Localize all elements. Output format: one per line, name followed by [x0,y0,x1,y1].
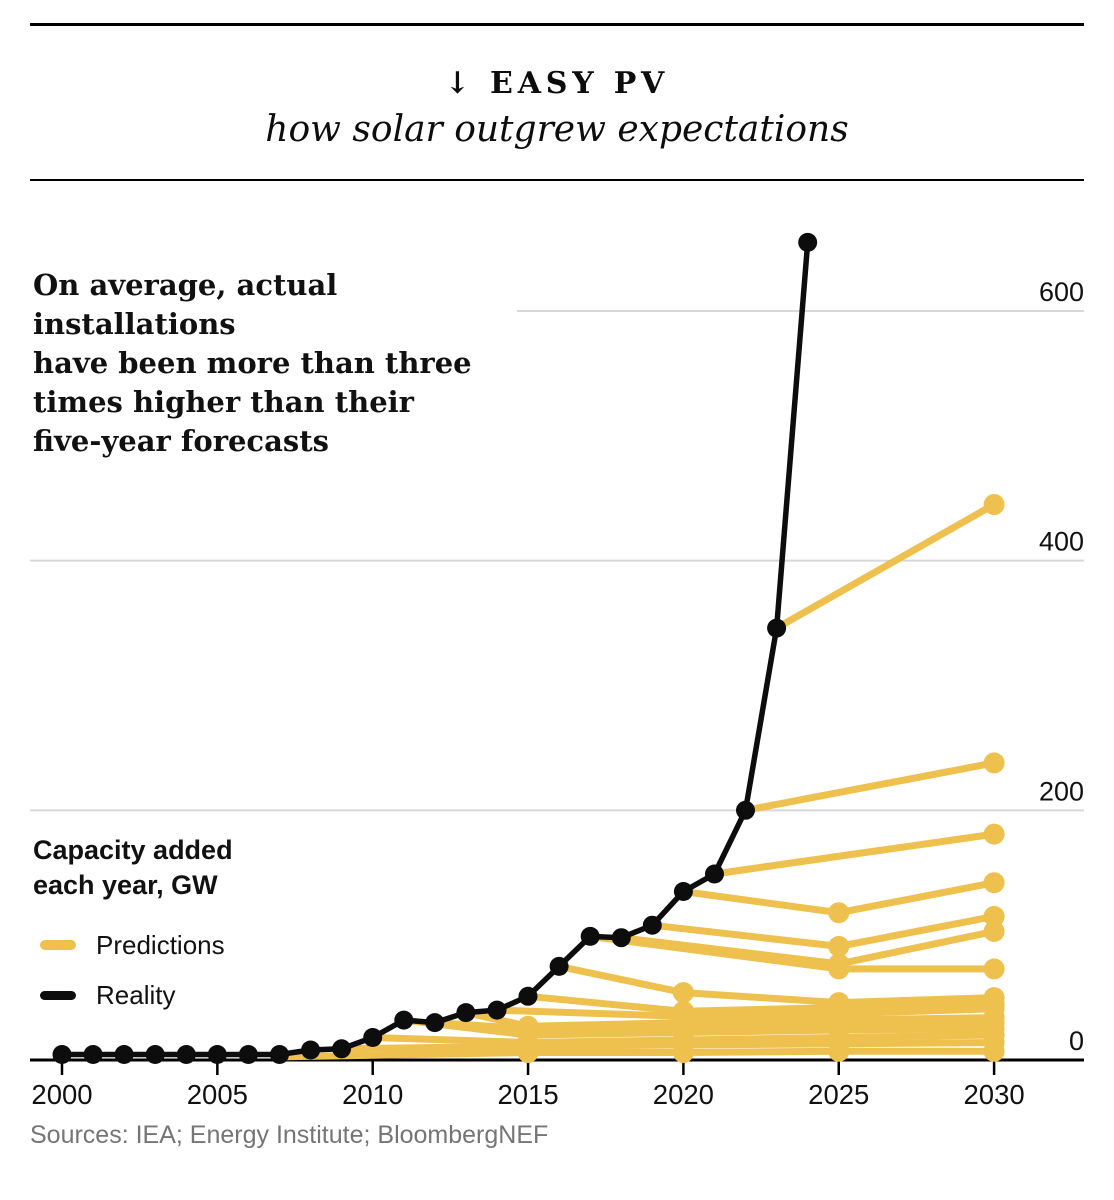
legend-label: Reality [96,979,176,1010]
y-tick-label: 200 [1039,776,1084,806]
prediction-dot [672,982,694,1004]
annotation-line: five-year forecasts [33,424,329,458]
x-tick-label: 2030 [964,1079,1025,1110]
reality-dot [705,864,724,884]
prediction-dot [983,905,1005,927]
x-tick-label: 2025 [808,1079,869,1110]
prediction-line [555,962,998,1007]
x-tick-label: 2005 [187,1079,248,1110]
chart-subtitle: how solar outgrew expectations [265,109,849,150]
prediction-line [711,830,998,878]
reality-dot [332,1039,352,1059]
chart-title: ↓ EASY PV [444,66,670,101]
reality-dot [301,1040,321,1060]
prediction-line [617,927,998,968]
x-tick-label: 2020 [653,1079,714,1110]
chart-annotation: On average, actual installations have be… [33,266,533,461]
prediction-dot [828,935,850,957]
prediction-dot [983,872,1005,894]
prediction-dot [983,752,1005,774]
prediction-dot [983,920,1005,942]
prediction-line [773,501,998,632]
reality-dot [549,956,569,976]
x-tick-label: 2000 [31,1079,92,1110]
annotation-line: have been more than three [33,346,472,380]
prediction-dot [517,1015,539,1037]
prediction-dot [828,953,850,975]
prediction-dot [983,987,1005,1009]
reality-dot [425,1013,445,1033]
y-tick-label: 0 [1069,1026,1084,1056]
prediction-dot [983,494,1005,515]
legend-label: Predictions [96,929,225,960]
x-tick-label: 2015 [497,1079,558,1110]
reality-dot [238,1045,258,1064]
reality-dot [456,1003,476,1023]
reality-dot [736,800,755,820]
prediction-dot [828,992,850,1014]
y-axis-unit-line: each year, GW [33,870,218,900]
annotation-line: times higher than their [33,385,414,419]
reality-dot [270,1045,289,1064]
prediction-dot [672,1000,694,1022]
reality-dot [176,1045,196,1064]
chart-header: ↓ EASY PV how solar outgrew expectations [0,66,1114,150]
reality-dot [394,1010,414,1030]
reality-dot [207,1045,227,1064]
reality-dot [145,1045,165,1064]
reality-dot [673,882,693,901]
reality-dot [580,926,600,946]
y-tick-label: 600 [1039,277,1084,307]
chart-legend: Predictions Reality [40,928,225,1028]
reality-dot [487,1000,507,1020]
prediction-line [493,1005,998,1020]
reality-dot [518,986,538,1006]
prediction-dot [828,902,850,924]
legend-item-reality: Reality [40,978,225,1012]
prediction-dot [983,823,1005,845]
y-axis-unit-line: Capacity added [33,835,233,865]
sources-line: Sources: IEA; Energy Institute; Bloomber… [30,1121,549,1149]
y-tick-label: 400 [1039,527,1084,557]
prediction-line [524,992,998,1015]
top-rule [30,23,1084,26]
reality-dot [114,1045,134,1064]
legend-item-predictions: Predictions [40,928,225,962]
reality-dot [83,1045,103,1064]
annotation-line: On average, actual installations [33,268,338,341]
predictions-swatch [40,940,76,950]
prediction-line [742,759,998,814]
header-divider-rule [30,179,1084,181]
prediction-line [276,1047,998,1061]
reality-dot [642,915,662,935]
prediction-dot [983,958,1005,980]
reality-dot [611,928,631,948]
reality-dot [363,1028,383,1047]
reality-dot [798,232,818,252]
y-axis-unit-label: Capacity added each year, GW [33,833,233,903]
reality-dot [52,1045,72,1064]
reality-dot [767,618,787,638]
reality-swatch [40,990,76,1000]
x-tick-label: 2010 [342,1079,403,1110]
